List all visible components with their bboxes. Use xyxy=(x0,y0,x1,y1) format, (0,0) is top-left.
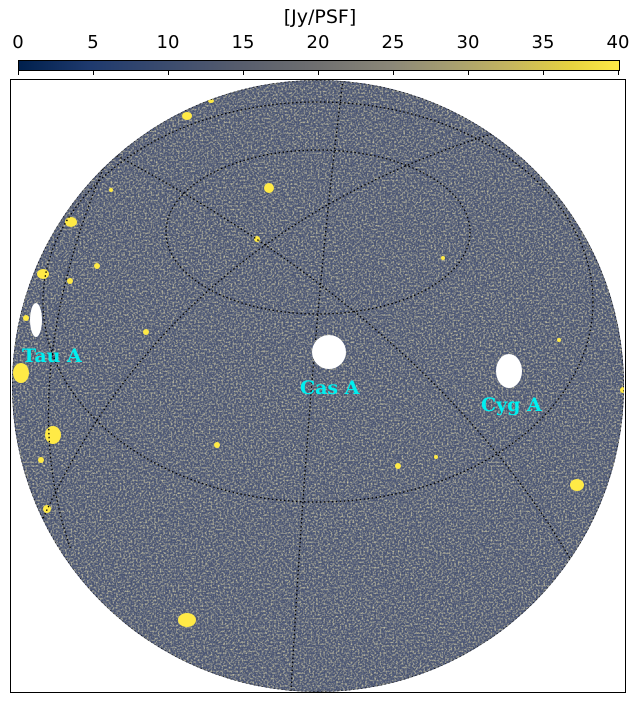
colorbar-tick-mark xyxy=(93,70,94,75)
bright-source-spot xyxy=(214,442,220,448)
bright-source-spot xyxy=(182,112,192,120)
masked-sources xyxy=(30,303,522,388)
bright-source-spot xyxy=(43,505,51,513)
bright-source-spot xyxy=(143,329,149,335)
sky-disk xyxy=(12,80,624,692)
colorbar-tick-mark xyxy=(543,70,544,75)
graticule-arc-3 xyxy=(47,149,112,551)
colorbar-tick-mark xyxy=(168,70,169,75)
graticule-arc-1 xyxy=(12,127,512,601)
graticule xyxy=(12,80,624,692)
colorbar-tick-mark xyxy=(468,70,469,75)
colorbar-tick-label: 0 xyxy=(12,32,24,53)
colorbar-gradient xyxy=(18,60,620,71)
bright-source-spot xyxy=(620,387,624,393)
bright-source-spot xyxy=(254,236,260,242)
bright-source-spot xyxy=(23,315,29,321)
bright-source-spot xyxy=(109,188,113,192)
bright-source-spot xyxy=(13,363,29,383)
bright-source-spot xyxy=(264,183,274,193)
all-sky-image: Tau A Cas A Cyg A xyxy=(12,80,624,692)
tau-a-mask xyxy=(30,303,42,337)
colorbar-tick-mark xyxy=(618,70,619,75)
colorbar-tick-mark xyxy=(243,70,244,75)
colorbar-tick-label: 40 xyxy=(606,32,630,53)
graticule-arc-2 xyxy=(105,149,572,561)
colorbar-tick-mark xyxy=(393,70,394,75)
sky-map-frame: Tau A Cas A Cyg A xyxy=(10,79,626,693)
graticule-mid-ellipse xyxy=(42,101,594,503)
bright-source-spot xyxy=(65,217,77,227)
colorbar-tick-label: 5 xyxy=(87,32,99,53)
colorbar-tick-label: 20 xyxy=(306,32,330,53)
graticule-meridian-1 xyxy=(290,80,344,692)
bright-source-spot xyxy=(67,278,73,284)
bright-source-spot xyxy=(441,256,445,260)
source-label-cas-a: Cas A xyxy=(300,377,360,399)
bright-source-spot xyxy=(395,463,401,469)
colorbar-tick-label: 35 xyxy=(531,32,555,53)
bright-source-spot xyxy=(550,585,556,591)
cyg-a-mask xyxy=(496,354,522,388)
source-label-cyg-a: Cyg A xyxy=(481,394,542,416)
colorbar-tick-label: 25 xyxy=(381,32,405,53)
bright-source-spot xyxy=(45,426,61,444)
colorbar-tick-mark xyxy=(18,70,19,75)
sky-noise-bright xyxy=(12,80,624,692)
bright-source-spot xyxy=(434,455,438,459)
colorbar: [Jy/PSF] 0 5 10 15 20 25 30 35 40 xyxy=(0,0,640,76)
bright-source-spot xyxy=(37,269,49,279)
bright-source-spot xyxy=(593,575,599,581)
bright-source-spot xyxy=(570,479,584,491)
bright-source-spot xyxy=(38,457,44,463)
bright-source-spot xyxy=(178,613,196,627)
colorbar-tick-label: 10 xyxy=(156,32,180,53)
source-label-tau-a: Tau A xyxy=(22,345,82,367)
cas-a-mask xyxy=(312,335,346,369)
colorbar-tick-mark xyxy=(318,70,319,75)
colorbar-tick-label: 15 xyxy=(231,32,255,53)
bright-source-spot xyxy=(94,263,100,269)
colorbar-tick-label: 30 xyxy=(456,32,480,53)
bright-sources xyxy=(13,99,624,627)
graticule-inner-ellipse xyxy=(165,149,471,315)
bright-source-spot xyxy=(208,99,214,103)
bright-source-spot xyxy=(557,338,561,342)
colorbar-title: [Jy/PSF] xyxy=(283,6,357,28)
